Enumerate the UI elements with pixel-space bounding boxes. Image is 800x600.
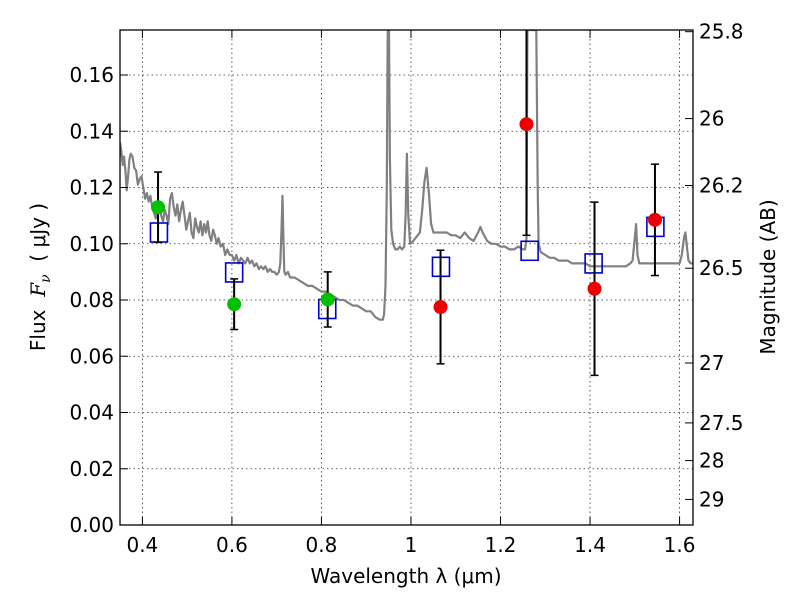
x-tick-label: 1.4 [574,533,606,557]
y-tick-label: 0.14 [69,119,114,143]
x-tick-label: 1 [405,533,418,557]
y-tick-label: 0.00 [69,513,114,537]
y-tick-label: 0.02 [69,457,114,481]
y2-tick-label: 27 [699,351,724,375]
x-axis-label: Wavelength λ (μm) [310,564,501,588]
axis-ticks: 0.4 0.6 0.8 1 1.2 1.4 1.6 0.00 0.02 0.04 0.06 0.08 0… [69,20,743,557]
y-tick-label: 0.06 [69,344,114,368]
y2-axis-label: Magnitude (AB) [756,199,780,354]
observed-flux-point [519,117,534,132]
x-tick-label: 1.2 [485,533,517,557]
plot-frame [119,29,694,526]
y-axis-label: Flux Fν ( μJy ) [26,203,54,351]
x-tick-label: 0.8 [306,533,338,557]
x-tick-label: 0.6 [216,533,248,557]
plot-area [120,30,693,377]
y-tick-label: 0.08 [69,288,114,312]
y2-tick-label: 25.8 [699,20,744,44]
observed-flux-point [320,292,335,307]
y2-tick-label: 27.5 [699,411,744,435]
observed-flux-point [227,297,242,312]
model-photometry-square [520,240,539,262]
y-tick-label: 0.16 [69,63,114,87]
y-tick-label: 0.10 [69,232,114,256]
observed-flux-point [587,281,602,296]
y-tick-label: 0.12 [69,176,114,200]
y2-tick-label: 26 [699,107,724,131]
y-tick-label: 0.04 [69,401,114,425]
y2-tick-label: 28 [699,449,724,473]
y2-tick-label: 26.5 [699,256,744,280]
y2-tick-label: 26.2 [699,174,744,198]
observed-flux-point [151,200,166,215]
observed-flux-point [647,212,662,227]
y2-tick-label: 29 [699,487,724,511]
observed-flux-point [433,300,448,315]
x-tick-label: 1.6 [664,533,696,557]
grid [120,30,693,525]
model-spectrum-line [120,30,693,321]
x-tick-label: 0.4 [126,533,158,557]
